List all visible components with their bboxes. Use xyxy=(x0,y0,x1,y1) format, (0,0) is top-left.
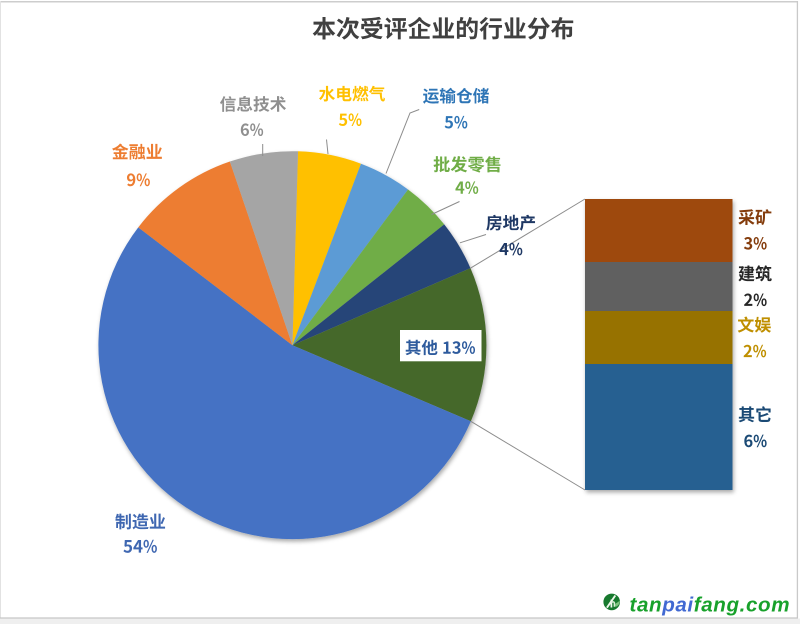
svg-text:tanpaifang.com: tanpaifang.com xyxy=(630,594,791,617)
